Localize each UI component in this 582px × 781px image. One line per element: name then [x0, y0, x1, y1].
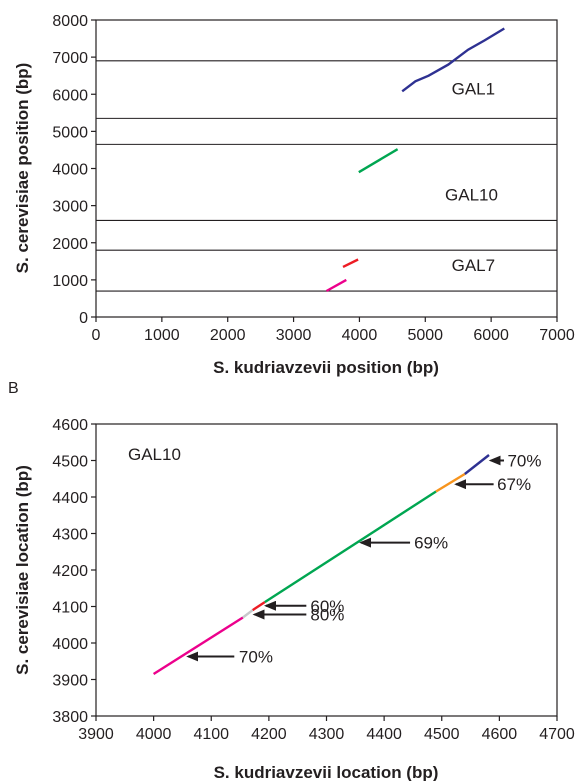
- panel-b-series-line: [435, 472, 466, 493]
- panel-b-x-tick-label: 4300: [309, 726, 345, 743]
- panel-a-x-axis-label: S. kudriavzevii position (bp): [213, 358, 439, 377]
- panel-a-x-tick-label: 2000: [210, 327, 246, 344]
- panel-a-x-tick-label: 4000: [342, 327, 378, 344]
- panel-a-y-tick-label: 7000: [52, 50, 88, 67]
- panel-b-y-tick-label: 4000: [52, 636, 88, 653]
- panel-a-region-label: GAL7: [452, 256, 495, 275]
- panel-b-x-tick-label: 4000: [136, 726, 172, 743]
- panel-b-letter: B: [8, 380, 19, 397]
- panel-b-title: GAL10: [128, 445, 181, 464]
- panel-b-x-tick-label: 4600: [482, 726, 518, 743]
- panel-b-x-tick-label: 4100: [193, 726, 229, 743]
- panel-b-series: [152, 454, 490, 676]
- panel-a-y-tick-label: 4000: [52, 162, 88, 179]
- panel-b-series-line: [252, 601, 266, 612]
- panel-a-region-label: GAL1: [452, 80, 495, 99]
- panel-a-x-tick-label: 1000: [144, 327, 180, 344]
- panel-a-y-ticks: 0 1000 2000 3000 4000 5000 6000 7000 8000: [52, 13, 96, 327]
- panel-b-y-tick-label: 4600: [52, 417, 88, 434]
- panel-a-x-tick-label: 7000: [539, 327, 575, 344]
- panel-b-y-ticks: 3800 3900 4000 4100 4200 4300 4400 4500 4600: [52, 417, 96, 726]
- panel-a-x-tick-label: 6000: [473, 327, 509, 344]
- panel-a-region-label: GAL10: [445, 185, 498, 204]
- panel-a-y-tick-label: 5000: [52, 124, 88, 141]
- panel-a-x-tick-label: 3000: [276, 327, 312, 344]
- panel-a-series-line: [325, 278, 347, 293]
- panel-a-y-tick-label: 2000: [52, 236, 88, 253]
- panel-b-y-tick-label: 4200: [52, 563, 88, 580]
- panel-b-y-tick-label: 3800: [52, 709, 88, 726]
- panel-b-series-line: [464, 454, 490, 475]
- panel-b-chart: B GAL10 70% 67% 69% 60%80% 70% 3900 4000 4100 4…: [8, 380, 575, 781]
- panel-b-x-ticks: 3900 4000 4100 4200 4300 4400 4500 4600 4700: [78, 716, 575, 743]
- panel-b-annotation-label: 70%: [239, 648, 273, 667]
- panel-a-series-line: [342, 258, 359, 268]
- panel-a-y-axis-label: S. cerevisiae position (bp): [13, 63, 32, 274]
- panel-a-x-tick-label: 5000: [407, 327, 443, 344]
- panel-b-annotation-label: 60%: [310, 597, 344, 616]
- panel-b-series-line: [264, 490, 437, 604]
- panel-b-annotations: 70% 67% 69% 60%80% 70%: [186, 452, 541, 667]
- panel-b-series-line: [242, 609, 254, 619]
- panel-b-x-tick-label: 4700: [539, 726, 575, 743]
- panel-a-x-tick-label: 0: [92, 327, 101, 344]
- panel-a-y-tick-label: 0: [79, 310, 88, 327]
- panel-b-y-tick-label: 3900: [52, 673, 88, 690]
- panel-b-x-axis-label: S. kudriavzevii location (bp): [214, 763, 439, 781]
- panel-a-region-labels: GAL1 GAL10 GAL7: [445, 80, 498, 275]
- panel-a-y-tick-label: 8000: [52, 13, 88, 30]
- panel-b-series-line: [152, 616, 244, 676]
- panel-b-annotation-label: 67%: [497, 475, 531, 494]
- panel-a-chart: 0 1000 2000 3000 4000 5000 6000 7000 0 1000 2000 3…: [13, 13, 575, 377]
- panel-a-y-tick-label: 1000: [52, 273, 88, 290]
- panel-b-y-axis-label: S. cerevisiae location (bp): [13, 465, 32, 675]
- panel-a-series-line: [358, 148, 399, 174]
- panel-a-x-ticks: 0 1000 2000 3000 4000 5000 6000 7000: [92, 317, 575, 344]
- panel-b-y-tick-label: 4400: [52, 490, 88, 507]
- panel-b-x-tick-label: 4400: [366, 726, 402, 743]
- panel-b-annotation-label: 69%: [414, 534, 448, 553]
- panel-b-x-tick-label: 3900: [78, 726, 114, 743]
- panel-b-y-tick-label: 4100: [52, 600, 88, 617]
- panel-b-x-tick-label: 4500: [424, 726, 460, 743]
- panel-b-annotation-label: 70%: [507, 452, 541, 471]
- panel-b-annotation-label: 80%: [310, 606, 344, 625]
- panel-a-y-tick-label: 3000: [52, 199, 88, 216]
- panel-a-series-line: [401, 27, 505, 93]
- panel-a-series: [325, 27, 505, 293]
- panel-a-y-tick-label: 6000: [52, 87, 88, 104]
- panel-b-y-tick-label: 4300: [52, 527, 88, 544]
- panel-b-y-tick-label: 4500: [52, 454, 88, 471]
- panel-b-x-tick-label: 4200: [251, 726, 287, 743]
- panel-b-plot-frame: [95, 423, 558, 717]
- panel-a-boundary-lines: [96, 60, 557, 292]
